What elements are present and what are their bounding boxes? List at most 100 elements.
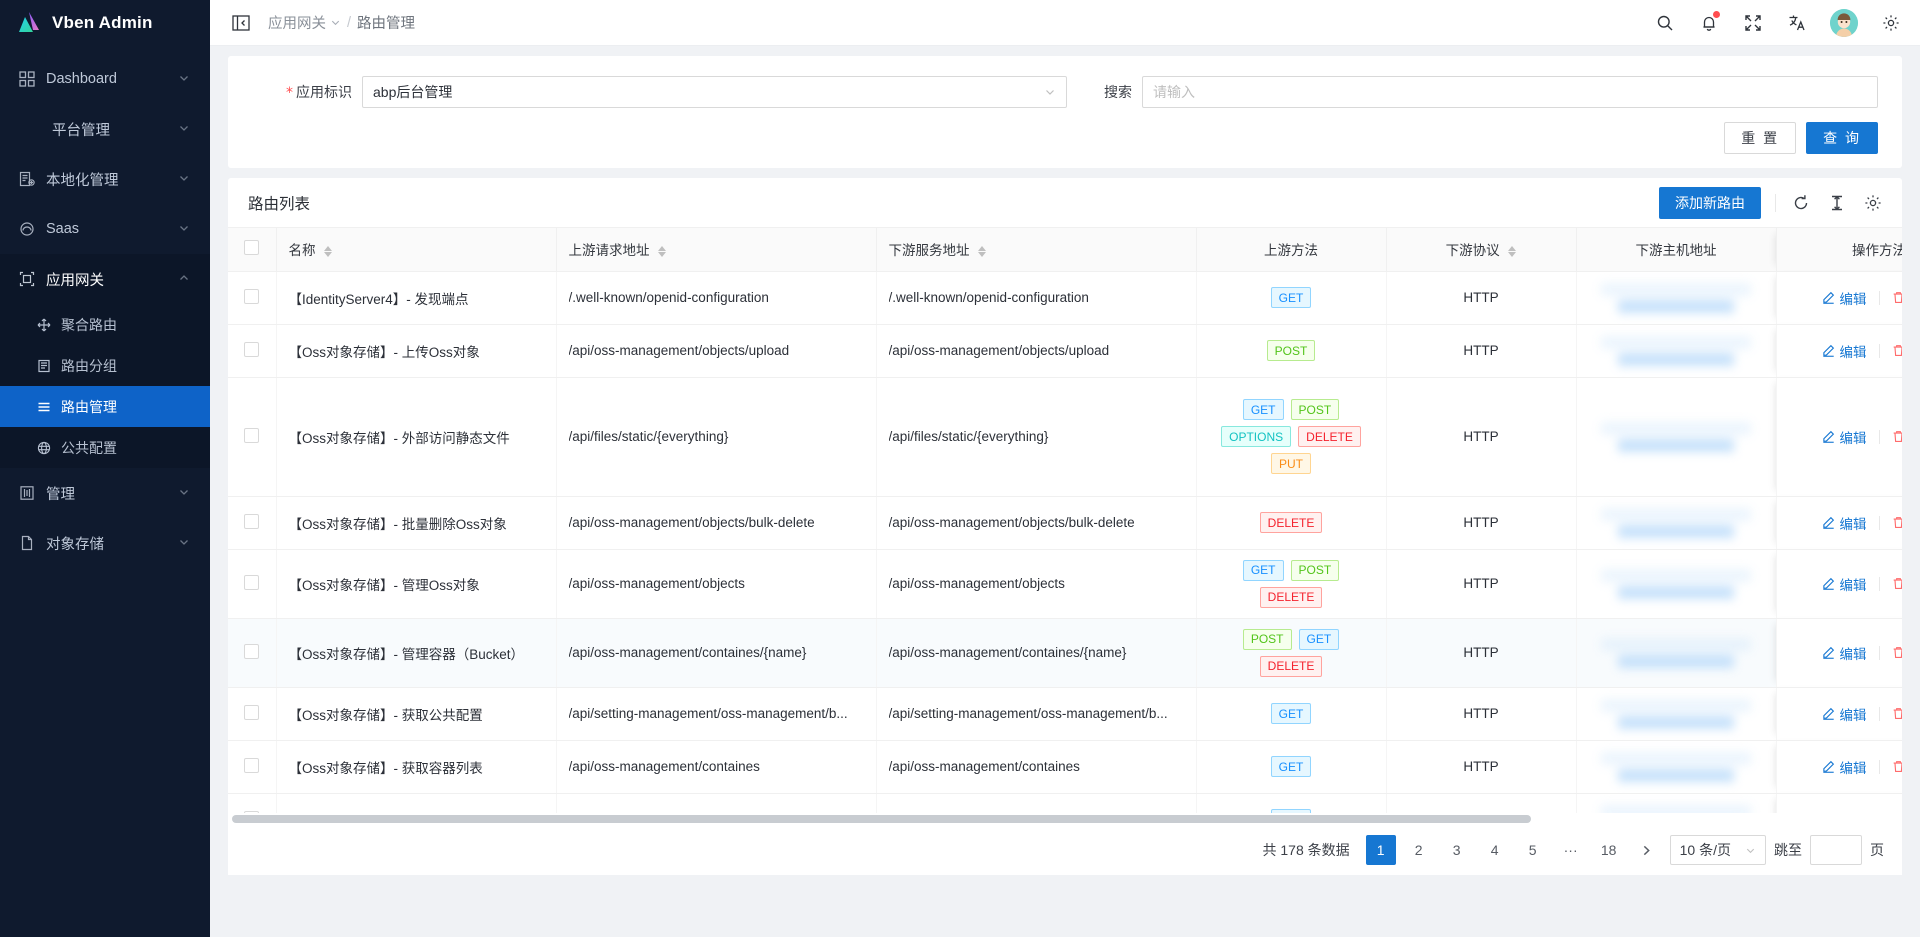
refresh-icon[interactable]: [1790, 192, 1812, 214]
row-checkbox[interactable]: [244, 341, 260, 357]
edit-button[interactable]: 编辑: [1810, 704, 1879, 724]
row-checkbox[interactable]: [244, 757, 260, 773]
avatar[interactable]: [1830, 8, 1858, 37]
app-identifier-value: abp后台管理: [373, 84, 453, 100]
chevron-down-icon: [178, 72, 192, 86]
sidebar-item-saas[interactable]: Saas: [0, 204, 210, 254]
method-tag-options: OPTIONS: [1221, 426, 1292, 447]
table-row[interactable]: 【Oss对象存储】- 上传Oss对象/api/oss-management/ob…: [228, 324, 1902, 378]
merge-icon: [36, 317, 52, 333]
horizontal-scrollbar[interactable]: [228, 813, 1902, 825]
jump-page-input[interactable]: [1810, 835, 1862, 865]
table-row[interactable]: 【Oss对象存储】- 外部访问静态文件/api/files/static/{ev…: [228, 377, 1902, 497]
row-checkbox[interactable]: [244, 427, 260, 443]
app-identifier-select[interactable]: abp后台管理: [362, 76, 1067, 108]
cell-downstream-host: [1576, 793, 1777, 813]
query-button[interactable]: 查 询: [1806, 122, 1878, 154]
edit-button[interactable]: 编辑: [1810, 810, 1879, 814]
sidebar-item-platform-management[interactable]: 平台管理: [0, 104, 210, 154]
delete-button[interactable]: 删除: [1880, 341, 1902, 361]
add-route-button[interactable]: 添加新路由: [1659, 186, 1761, 219]
row-checkbox[interactable]: [244, 574, 260, 590]
method-tag-get: GET: [1270, 756, 1312, 777]
delete-button[interactable]: 删除: [1880, 427, 1902, 447]
delete-button[interactable]: 删除: [1880, 704, 1902, 724]
pagination-page-18[interactable]: 18: [1593, 835, 1624, 865]
pagination-page-1[interactable]: 1: [1365, 835, 1396, 865]
sidebar-item-route-management[interactable]: 路由管理: [0, 386, 210, 427]
bell-icon[interactable]: [1698, 10, 1720, 34]
delete-button[interactable]: 删除: [1880, 810, 1903, 814]
table-row[interactable]: 【Oss对象存储】- 获取公共配置/api/setting-management…: [228, 687, 1902, 741]
page-size-select[interactable]: 10 条/页: [1669, 835, 1766, 865]
edit-button[interactable]: 编辑: [1810, 643, 1879, 663]
edit-button[interactable]: 编辑: [1810, 757, 1879, 777]
sidebar-item-route-group[interactable]: 路由分组: [0, 345, 210, 386]
column-header-name[interactable]: 名称: [276, 228, 557, 272]
sidebar-item-application-gateway[interactable]: 应用网关: [0, 254, 210, 304]
sort-icon[interactable]: [324, 246, 333, 258]
pagination-page-3[interactable]: 3: [1441, 835, 1472, 865]
breadcrumb-item-gateway[interactable]: 应用网关: [268, 12, 341, 33]
sidebar-item-localization-management[interactable]: 本地化管理: [0, 154, 210, 204]
pagination-page-2[interactable]: 2: [1403, 835, 1434, 865]
sidebar-collapse-icon[interactable]: [228, 10, 254, 36]
horizontal-scrollbar-thumb[interactable]: [232, 815, 1532, 823]
table-scroll-area[interactable]: 名称 上游请求地址 下游服务地址: [228, 228, 1902, 813]
cell-downstream-host: [1576, 271, 1777, 325]
row-checkbox[interactable]: [244, 288, 260, 304]
sort-icon[interactable]: [978, 246, 987, 258]
edit-button[interactable]: 编辑: [1810, 427, 1879, 447]
delete-button[interactable]: 删除: [1880, 574, 1902, 594]
sort-icon[interactable]: [658, 246, 667, 258]
edit-button[interactable]: 编辑: [1810, 288, 1879, 308]
pagination-page-4[interactable]: 4: [1479, 835, 1510, 865]
sidebar-item-object-storage[interactable]: 对象存储: [0, 518, 210, 568]
pagination-page-5[interactable]: 5: [1517, 835, 1548, 865]
delete-button[interactable]: 删除: [1880, 643, 1902, 663]
table-row[interactable]: 【Oss对象存储】- 批量删除Oss对象/api/oss-management/…: [228, 496, 1902, 550]
delete-button[interactable]: 删除: [1880, 757, 1902, 777]
column-header-downstream-scheme[interactable]: 下游协议: [1386, 228, 1577, 272]
column-header-upstream-path[interactable]: 上游请求地址: [556, 228, 877, 272]
row-checkbox[interactable]: [244, 513, 260, 529]
table-row[interactable]: 【Oss对象存储】- 管理Oss对象/api/oss-management/ob…: [228, 549, 1902, 619]
sidebar-item-public-config[interactable]: 公共配置: [0, 427, 210, 468]
gear-icon[interactable]: [1862, 192, 1884, 214]
reset-button[interactable]: 重 置: [1724, 122, 1797, 154]
edit-button[interactable]: 编辑: [1810, 513, 1879, 533]
delete-button[interactable]: 删除: [1880, 513, 1902, 533]
sidebar-item-dashboard[interactable]: Dashboard: [0, 54, 210, 104]
table-row[interactable]: 【Oss对象存储】- 获取容器列表/api/oss-management/con…: [228, 740, 1902, 794]
cell-name: 【Oss对象存储】- 上传Oss对象: [276, 324, 557, 378]
delete-button[interactable]: 删除: [1880, 288, 1902, 308]
row-checkbox[interactable]: [244, 810, 260, 813]
sidebar-item-management[interactable]: 管理: [0, 468, 210, 518]
search-input[interactable]: 请输入: [1142, 76, 1878, 108]
pencil-icon: [1822, 516, 1835, 529]
pencil-icon: [1822, 760, 1835, 773]
translate-icon[interactable]: [1786, 12, 1808, 34]
breadcrumb-item-route-management[interactable]: 路由管理: [357, 16, 416, 32]
pagination-ellipsis[interactable]: ···: [1555, 835, 1586, 865]
downstream-path: /.well-known/openid-configuration: [888, 290, 1089, 305]
gear-icon[interactable]: [1880, 12, 1902, 34]
sort-icon[interactable]: [1508, 246, 1517, 258]
sidebar-logo[interactable]: Vben Admin: [0, 0, 210, 46]
row-checkbox[interactable]: [244, 643, 260, 659]
fullscreen-icon[interactable]: [1742, 12, 1764, 34]
operation-divider: [1878, 343, 1880, 358]
pagination-next-button[interactable]: [1631, 835, 1662, 865]
downstream-host-masked: [1589, 751, 1764, 782]
sidebar-item-aggregate-route[interactable]: 聚合路由: [0, 304, 210, 345]
column-header-downstream-path[interactable]: 下游服务地址: [876, 228, 1197, 272]
edit-button[interactable]: 编辑: [1810, 574, 1879, 594]
search-icon[interactable]: [1654, 12, 1676, 34]
row-height-icon[interactable]: [1826, 192, 1848, 214]
select-all-checkbox[interactable]: [244, 240, 260, 256]
table-row[interactable]: 【Oss对象存储】- 管理容器（Bucket） /api/oss-manageme…: [228, 618, 1902, 688]
edit-button[interactable]: 编辑: [1810, 341, 1879, 361]
row-checkbox[interactable]: [244, 704, 260, 720]
table-row[interactable]: 【Oss对象存储】- 获取对象列表/api/oss-management/con…: [228, 793, 1902, 813]
table-row[interactable]: 【IdentityServer4】- 发现端点 /.well-known/open…: [228, 271, 1902, 325]
